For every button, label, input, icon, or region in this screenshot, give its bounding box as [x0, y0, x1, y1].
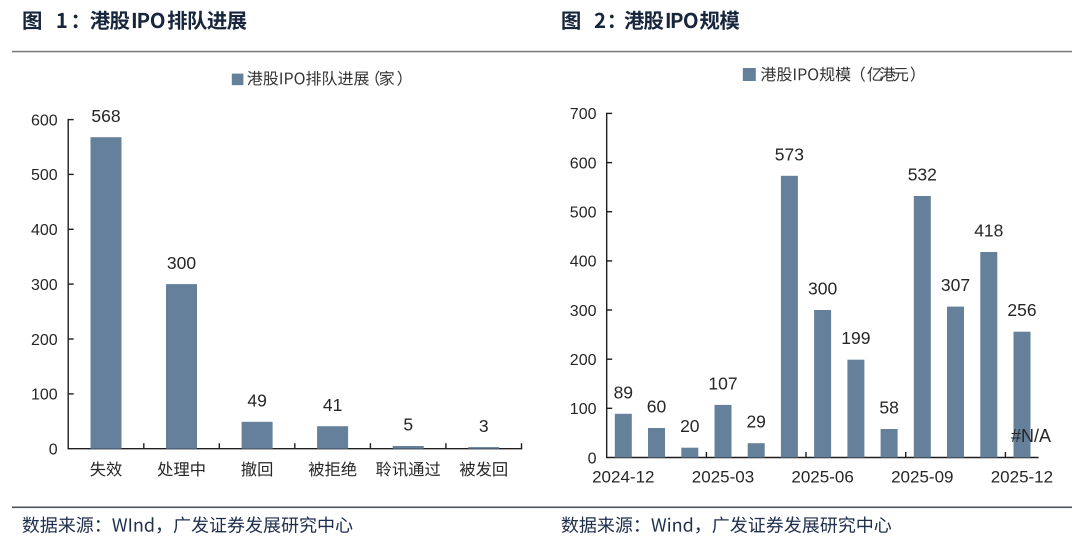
svg-text:600: 600 [31, 112, 58, 129]
svg-text:400: 400 [570, 254, 597, 271]
svg-text:20: 20 [680, 416, 700, 436]
svg-text:700: 700 [570, 106, 597, 123]
svg-text:199: 199 [841, 328, 870, 348]
svg-text:300: 300 [167, 253, 196, 273]
svg-text:2025-06: 2025-06 [791, 468, 853, 487]
svg-text:58: 58 [879, 398, 898, 418]
svg-text:200: 200 [570, 352, 597, 369]
svg-text:256: 256 [1007, 300, 1036, 320]
svg-text:0: 0 [49, 442, 58, 459]
svg-text:29: 29 [746, 412, 765, 432]
svg-text:500: 500 [570, 205, 597, 222]
svg-text:100: 100 [31, 387, 58, 404]
svg-text:532: 532 [908, 165, 937, 185]
svg-text:300: 300 [570, 303, 597, 320]
svg-text:418: 418 [974, 221, 1003, 241]
svg-text:2025-12: 2025-12 [991, 468, 1053, 487]
svg-text:89: 89 [614, 382, 633, 402]
svg-text:49: 49 [247, 391, 266, 411]
svg-text:5: 5 [403, 415, 413, 435]
svg-text:41: 41 [323, 395, 342, 415]
svg-text:107: 107 [708, 373, 737, 393]
svg-text:573: 573 [775, 144, 804, 164]
svg-text:400: 400 [31, 222, 58, 239]
svg-text:300: 300 [808, 279, 837, 299]
svg-text:60: 60 [647, 397, 667, 417]
svg-text:500: 500 [31, 167, 58, 184]
svg-text:3: 3 [479, 416, 489, 436]
svg-text:0: 0 [588, 450, 597, 467]
svg-text:100: 100 [570, 401, 597, 418]
svg-text:600: 600 [570, 155, 597, 172]
svg-text:200: 200 [31, 332, 58, 349]
svg-text:2024-12: 2024-12 [592, 468, 654, 487]
svg-text:300: 300 [31, 277, 58, 294]
svg-text:568: 568 [91, 106, 120, 126]
svg-text:#N/A: #N/A [1011, 426, 1051, 446]
svg-text:307: 307 [941, 275, 970, 295]
svg-text:2025-03: 2025-03 [692, 468, 754, 487]
svg-text:2025-09: 2025-09 [891, 468, 953, 487]
